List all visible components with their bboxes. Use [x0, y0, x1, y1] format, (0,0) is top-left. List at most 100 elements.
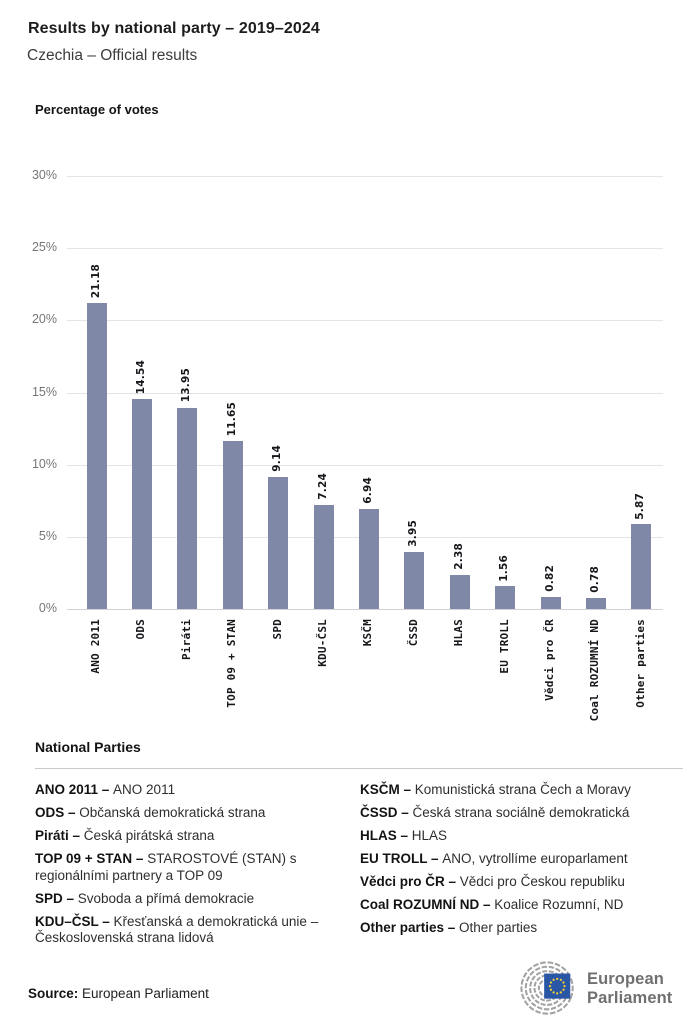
bar-Vědci pro ČR: [540, 597, 561, 609]
european-parliament-logo: European Parliament: [520, 960, 695, 1018]
bar-SPD: [268, 477, 289, 609]
bar-Coal ROZUMNÍ ND: [585, 597, 606, 609]
bar-HLAS: [449, 574, 470, 609]
gridline-30%: [67, 176, 663, 177]
x-axis-label: KSČM: [361, 619, 375, 647]
y-axis-tick: 25%: [31, 240, 57, 255]
legend-divider: [35, 768, 683, 769]
legend-entry-code: ČSSD –: [360, 805, 413, 820]
legend-entry-code: ODS –: [35, 805, 80, 820]
x-axis-label: Piráti: [179, 619, 193, 660]
legend-entry-code: Vědci pro ČR –: [360, 874, 460, 889]
legend-entry-code: EU TROLL –: [360, 851, 443, 866]
legend-entry-code: HLAS –: [360, 828, 412, 843]
gridline-15%: [67, 392, 663, 394]
bar-Piráti: [177, 407, 198, 609]
legend-entry-code: Coal ROZUMNÍ ND –: [360, 897, 495, 912]
x-axis-label: ANO 2011: [89, 619, 102, 674]
bar-value-label: 2.38: [452, 542, 465, 570]
bar-value-label: 0.82: [543, 565, 556, 593]
source-label: Source:: [28, 986, 79, 1001]
bar-ODS: [131, 399, 152, 609]
bar-Other parties: [631, 524, 652, 609]
bar-KSČM: [358, 508, 379, 609]
legend-entry: KDU–ČSL – Křesťanská a demokratická unie…: [35, 914, 350, 947]
y-axis-tick: 0%: [38, 601, 57, 615]
x-axis-label: SPD: [270, 619, 284, 640]
legend-column-right: KSČM – Komunistická strana Čech a Moravy…: [360, 782, 690, 943]
bar-ANO 2011: [86, 303, 107, 609]
gridline-20%: [67, 320, 663, 322]
source-line: Source: European Parliament: [28, 986, 209, 1001]
legend-entry-description: HLAS: [411, 828, 448, 843]
legend-entry-description: Svoboda a přímá demokracie: [77, 890, 255, 906]
legend-entry-code: SPD –: [35, 890, 78, 906]
y-axis-tick: 10%: [31, 456, 57, 471]
bar-value-label: 21.18: [89, 264, 102, 299]
legend-entry: TOP 09 + STAN – STAROSTOVÉ (STAN) s regi…: [35, 851, 350, 884]
y-axis-tick: 20%: [31, 312, 57, 327]
ep-hemicycle-icon: [520, 961, 574, 1015]
legend-heading: National Parties: [35, 739, 141, 755]
x-axis-label: EU TROLL: [497, 619, 511, 674]
legend-entry-code: TOP 09 + STAN –: [35, 851, 148, 866]
bar-value-label: 9.14: [271, 445, 284, 473]
legend-entry: SPD – Svoboda a přímá demokracie: [35, 891, 350, 908]
legend-entry-description: Vědci pro Českou republiku: [459, 874, 625, 889]
legend-entry: HLAS – HLAS: [360, 828, 690, 845]
y-axis-tick: 15%: [31, 384, 57, 399]
legend-entry-description: Česká pirátská strana: [83, 828, 215, 843]
bar-KDU-ČSL: [313, 504, 334, 609]
legend-entry: Piráti – Česká pirátská strana: [35, 828, 350, 845]
gridline-10%: [67, 464, 663, 466]
legend-entry-description: ANO 2011: [113, 782, 176, 797]
y-axis-tick: 5%: [38, 528, 57, 543]
page-title: Results by national party – 2019–2024: [28, 20, 320, 37]
legend-entry-description: Česká strana sociálně demokratická: [412, 805, 630, 820]
bar-value-label: 13.95: [180, 368, 193, 403]
x-axis-label: ODS: [134, 619, 148, 640]
x-axis-label: Vědci pro ČR: [543, 619, 556, 701]
bar-value-label: 0.78: [588, 566, 601, 593]
x-axis-label: TOP 09 + STAN: [225, 619, 239, 708]
bar-value-label: 11.65: [225, 401, 238, 436]
legend-entry-description: ANO, vytrollíme europarlament: [442, 851, 628, 866]
bar-value-label: 7.24: [316, 472, 329, 500]
ep-logo-text-line2: Parliament: [587, 989, 673, 1007]
legend-entry: Other parties – Other parties: [360, 920, 690, 937]
bar-value-label: 3.95: [407, 520, 420, 547]
gridline-0%: [67, 609, 663, 610]
legend-entry-description: STAROSTOVÉ (STAN) s regionálními partner…: [35, 851, 297, 883]
chart-axis-title: Percentage of votes: [35, 102, 159, 117]
legend-entry: KSČM – Komunistická strana Čech a Moravy: [360, 782, 690, 799]
legend-entry-code: KDU–ČSL –: [35, 913, 114, 929]
legend-entry-code: Piráti –: [35, 828, 84, 843]
legend-entry: ANO 2011 – ANO 2011: [35, 782, 350, 799]
legend-entry-code: Other parties –: [360, 920, 460, 935]
legend-entry-description: Občanská demokratická strana: [79, 805, 266, 820]
bar-value-label: 1.56: [498, 554, 511, 582]
page-subtitle: Czechia – Official results: [27, 47, 198, 64]
x-axis-label: Other parties: [633, 619, 647, 708]
x-axis-label: ČSSD: [406, 619, 420, 647]
bar-TOP 09 + STAN: [222, 440, 243, 609]
legend-entry: Vědci pro ČR – Vědci pro Českou republik…: [360, 874, 690, 891]
legend-entry-description: Koalice Rozumní, ND: [494, 897, 624, 912]
y-axis-tick: 30%: [31, 168, 57, 182]
legend-entry: ČSSD – Česká strana sociálně demokratick…: [360, 805, 690, 822]
x-axis-label: KDU-ČSL: [316, 619, 329, 667]
x-axis-label: HLAS: [452, 619, 466, 647]
legend-column-left: ANO 2011 – ANO 2011 ODS – Občanská demokr…: [35, 782, 350, 953]
legend-entry-code: KSČM –: [360, 782, 415, 797]
legend-entry: EU TROLL – ANO, vytrollíme europarlament: [360, 851, 690, 868]
eu-flag-stars: [548, 977, 566, 995]
bar-value-label: 14.54: [134, 359, 147, 395]
bar-value-label: 5.87: [634, 492, 647, 520]
ep-logo-text-line1: European: [587, 970, 664, 989]
legend-entry-description: Křesťanská a demokratická unie – Českosl…: [35, 913, 319, 946]
eu-flag: [544, 973, 571, 999]
legend-entry: ODS – Občanská demokratická strana: [35, 805, 350, 822]
x-axis-label: Coal ROZUMNÍ ND: [588, 619, 602, 722]
bar-ČSSD: [404, 552, 425, 609]
